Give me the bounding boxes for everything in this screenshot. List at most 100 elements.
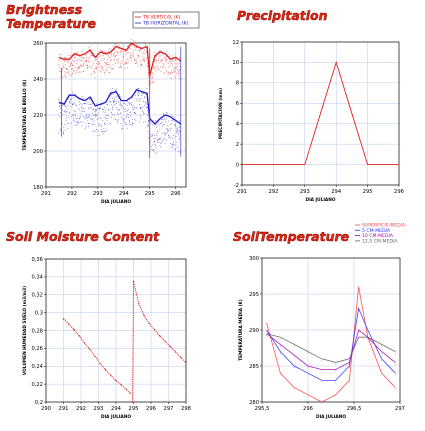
scatter-point xyxy=(112,63,114,65)
scatter-point xyxy=(92,64,94,66)
scatter-point xyxy=(178,138,180,140)
scatter-point xyxy=(307,367,309,369)
scatter-point xyxy=(106,69,108,71)
scatter-point xyxy=(134,42,136,44)
x-tick-label: 296,5 xyxy=(347,406,362,412)
scatter-point xyxy=(120,66,122,68)
scatter-point xyxy=(58,58,60,60)
scatter-point xyxy=(63,66,65,68)
y-tick-label: 0,3 xyxy=(35,310,43,316)
legend-label: TB VERTICAL (K) xyxy=(142,15,181,21)
scatter-point xyxy=(160,70,162,72)
scatter-point xyxy=(132,51,134,53)
scatter-point xyxy=(171,72,173,74)
scatter-point xyxy=(77,72,79,74)
scatter-point xyxy=(176,132,178,134)
scatter-point xyxy=(114,96,116,98)
scatter-point xyxy=(279,338,281,340)
scatter-point xyxy=(172,146,174,148)
scatter-point xyxy=(121,63,123,64)
scatter-point xyxy=(128,47,130,49)
scatter-point xyxy=(67,62,69,64)
scatter-point xyxy=(66,122,68,124)
scatter-point xyxy=(170,122,172,124)
scatter-point xyxy=(178,70,179,72)
scatter-point xyxy=(94,72,96,74)
scatter-point xyxy=(68,60,70,62)
y-tick-label: 180 xyxy=(33,185,43,191)
scatter-point xyxy=(125,103,127,105)
scatter-point xyxy=(107,104,109,105)
scatter-point xyxy=(173,134,175,136)
scatter-point xyxy=(171,71,173,72)
scatter-point xyxy=(115,55,117,56)
scatter-point xyxy=(152,144,154,146)
scatter-point xyxy=(91,103,93,105)
scatter-point xyxy=(86,61,87,63)
scatter-point xyxy=(67,128,69,130)
scatter-point xyxy=(119,96,121,98)
scatter-point xyxy=(82,61,84,63)
scatter-point xyxy=(99,61,101,63)
data-point xyxy=(99,362,101,365)
scatter-point xyxy=(115,118,117,120)
scatter-point xyxy=(118,48,120,50)
scatter-point xyxy=(59,115,61,117)
x-tick-label: 295,5 xyxy=(255,406,270,412)
scatter-point xyxy=(96,115,98,116)
scatter-point xyxy=(150,81,152,83)
scatter-point xyxy=(139,57,140,59)
scatter-point xyxy=(80,116,82,118)
scatter-point xyxy=(81,59,83,61)
scatter-point xyxy=(104,58,105,60)
scatter-point xyxy=(173,141,175,143)
scatter-point xyxy=(145,51,147,53)
scatter-point xyxy=(127,113,129,115)
scatter-point xyxy=(121,50,123,52)
scatter-point xyxy=(131,118,133,120)
scatter-point xyxy=(68,54,70,56)
scatter-point xyxy=(76,105,77,107)
precipitation-svg: 291 292 293 294 295 296 -2 0 2 4 6 8 10 12 DIA JULIANO… xyxy=(218,8,404,203)
x-tick-label: 294 xyxy=(111,406,122,412)
scatter-point xyxy=(161,60,163,62)
scatter-point xyxy=(154,145,156,147)
scatter-point xyxy=(73,70,75,72)
scatter-point xyxy=(112,68,114,70)
scatter-point xyxy=(179,73,180,74)
scatter-point xyxy=(78,121,80,123)
scatter-point xyxy=(98,63,100,65)
scatter-point xyxy=(134,59,136,61)
scatter-point xyxy=(154,66,156,68)
scatter-point xyxy=(118,113,120,115)
scatter-point xyxy=(73,61,75,63)
scatter-point xyxy=(172,66,174,68)
scatter-point xyxy=(119,101,121,103)
scatter-point xyxy=(65,56,66,58)
scatter-point xyxy=(113,46,115,47)
scatter-point xyxy=(127,51,129,53)
scatter-point xyxy=(147,72,149,74)
scatter-point xyxy=(142,111,144,113)
scatter-point xyxy=(95,67,97,69)
soil-moisture-chart: 290 291 292 293 294 295 296 297 298 0,2 0,22 0,24 0,… xyxy=(0,216,212,431)
scatter-point xyxy=(178,130,180,132)
scatter-point xyxy=(321,381,323,383)
scatter-point xyxy=(63,133,65,135)
scatter-point xyxy=(160,137,162,139)
y-tick-label: 4 xyxy=(236,122,240,128)
scatter-point xyxy=(152,75,154,77)
scatter-point xyxy=(75,72,77,74)
scatter-point xyxy=(143,121,145,123)
scatter-point xyxy=(122,106,124,108)
scatter-point xyxy=(74,67,76,69)
scatter-point xyxy=(83,103,85,104)
scatter-point xyxy=(145,52,147,54)
scatter-point xyxy=(73,110,75,112)
scatter-point xyxy=(104,51,106,53)
plot-frame xyxy=(241,41,400,186)
chart-title-line: Temperature xyxy=(6,16,96,31)
scatter-point xyxy=(124,111,126,112)
scatter-point xyxy=(95,114,97,116)
scatter-point xyxy=(161,133,163,135)
